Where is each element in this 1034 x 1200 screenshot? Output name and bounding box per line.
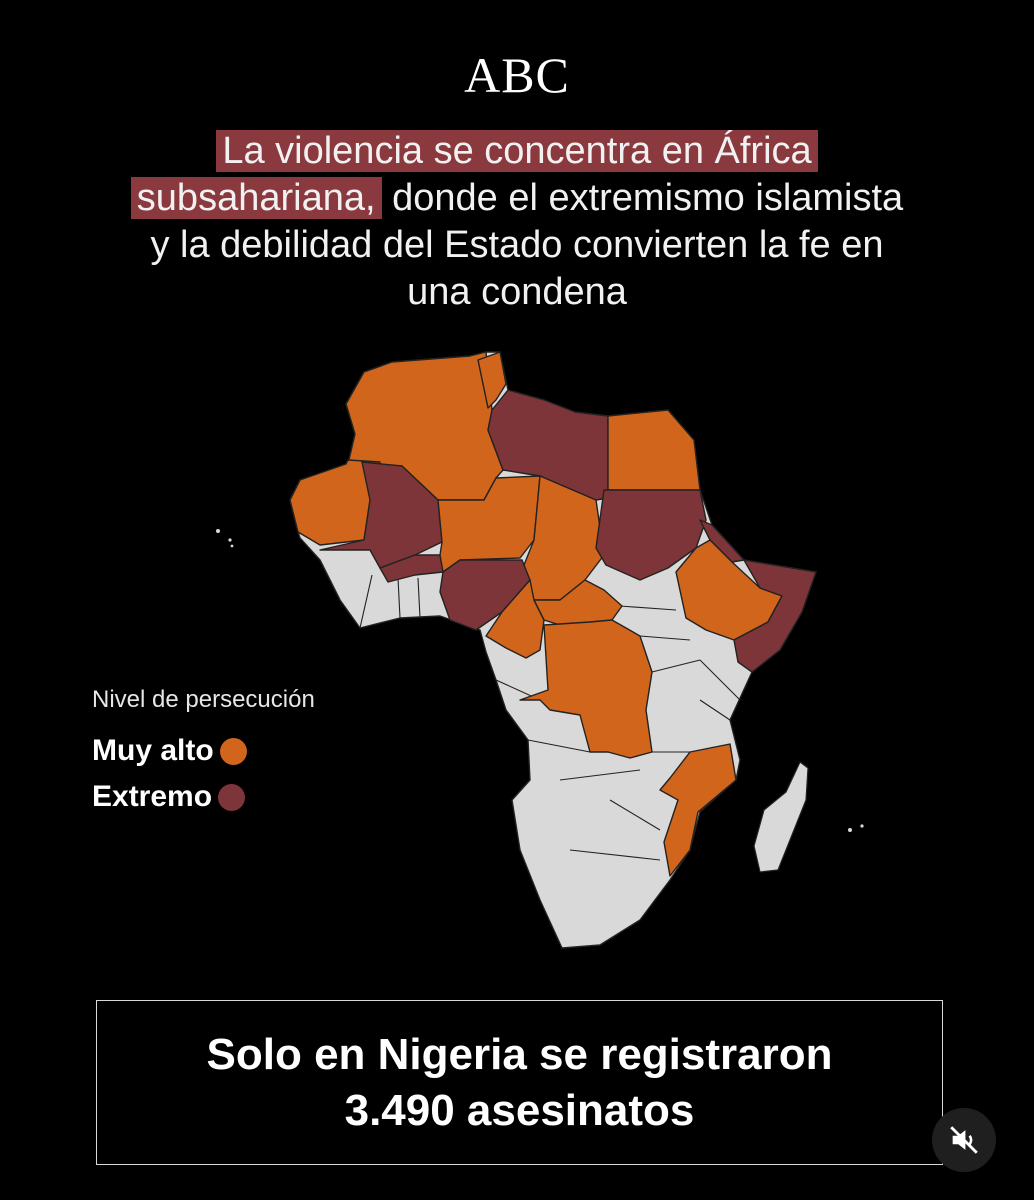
legend-dot-extremo [218,783,246,811]
headline-highlight-2: subsahariana, [130,177,382,219]
country-border [609,799,661,831]
africa-map [216,351,864,949]
mute-button[interactable] [932,1108,996,1172]
country-border [417,577,421,619]
country-border [569,849,661,861]
region-rd-congo [519,619,653,759]
legend: Nivel de persecución Muy alto Extremo [92,686,315,820]
region-eritrea [699,519,745,563]
headline: La violencia se concentra en África subs… [60,128,974,316]
country-border [359,574,373,629]
legend-dot-muy-alto [219,737,247,765]
region-túnez [477,351,507,409]
callout-line-2: 3.490 asesinatos [344,1085,695,1135]
region-camerún [485,579,545,659]
country-border [651,659,701,673]
region-níger [437,475,541,573]
abc-logo: ABC [464,47,570,103]
country-border [527,739,591,753]
small-island [860,824,864,828]
headline-text-4: una condena [407,271,627,313]
country-border [319,559,341,601]
small-island [228,538,232,542]
headline-text-3: y la debilidad del Estado convierten la … [150,224,884,266]
small-island [230,544,234,548]
region-sudán [595,489,707,581]
callout-line-1: Solo en Nigeria se registraron [206,1029,833,1079]
country-border [699,699,731,721]
region-mozambique [659,743,737,877]
legend-item-muy-alto: Muy alto [92,728,315,774]
legend-title: Nivel de persecución [92,686,315,713]
legend-label-extremo: Extremo [92,780,213,813]
country-border [699,659,741,701]
nigeria-callout: Solo en Nigeria se registraron 3.490 ase… [96,1000,943,1165]
headline-text-2: donde el extremismo islamista [381,177,904,219]
region-egipto [607,409,701,491]
small-island [848,828,852,832]
small-island [216,529,220,533]
legend-label-muy-alto: Muy alto [92,734,214,767]
country-border [639,635,691,641]
headline-highlight-1: La violencia se concentra en África [216,130,818,172]
country-border [619,605,677,611]
region-somalia [733,559,817,673]
legend-item-extremo: Extremo [92,774,315,820]
country-border [397,577,401,619]
country-border [559,769,641,781]
region-república-centroafricana [533,579,623,626]
region-madagascar [753,761,809,873]
speaker-muted-icon [950,1126,978,1154]
